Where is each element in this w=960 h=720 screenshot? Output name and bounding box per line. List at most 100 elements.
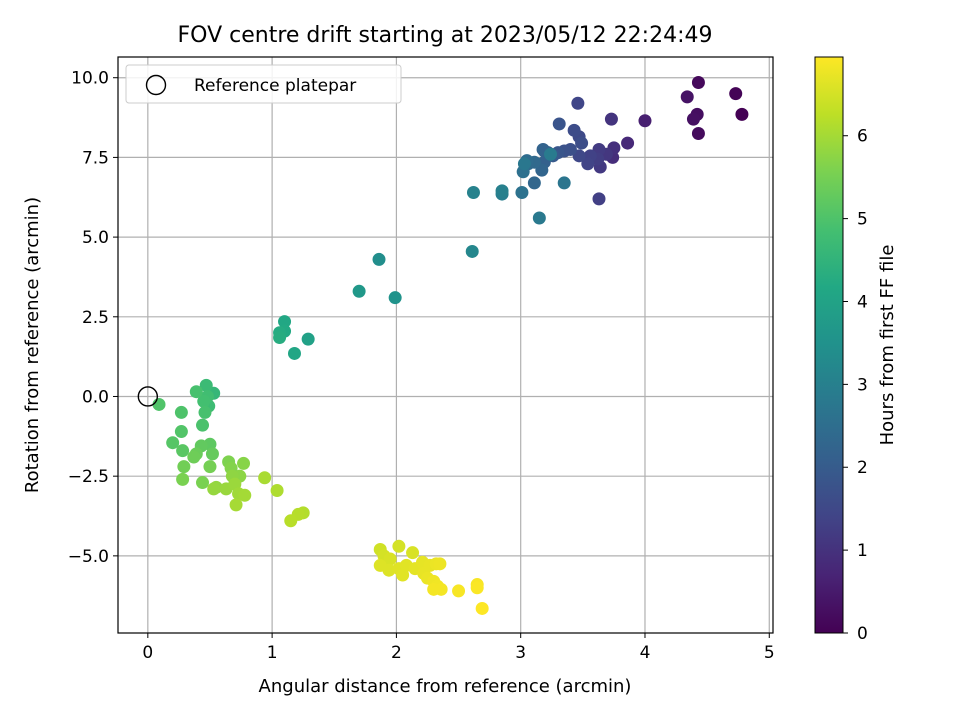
colorbar-label: Hours from first FF file xyxy=(877,245,898,446)
x-tick-label: 2 xyxy=(391,643,402,663)
x-tick-label: 4 xyxy=(640,643,651,663)
data-point xyxy=(571,96,585,110)
colorbar-tick-label: 2 xyxy=(857,458,868,478)
data-point xyxy=(592,192,606,206)
colorbar-tick-label: 1 xyxy=(857,541,868,561)
data-point xyxy=(433,557,447,571)
data-point xyxy=(575,136,589,150)
data-point xyxy=(273,331,287,345)
data-point xyxy=(196,476,210,490)
data-point xyxy=(203,460,217,474)
data-point xyxy=(392,539,406,553)
data-point xyxy=(372,252,386,266)
colorbar-gradient xyxy=(814,56,844,634)
y-tick-label: 0.0 xyxy=(82,387,109,407)
data-point xyxy=(152,397,166,411)
data-point xyxy=(406,546,420,560)
data-point xyxy=(527,176,541,190)
data-point xyxy=(382,563,396,577)
data-point xyxy=(517,157,531,171)
data-point xyxy=(301,332,315,346)
data-point xyxy=(567,123,581,137)
data-point xyxy=(174,425,188,439)
data-point xyxy=(207,482,221,496)
x-ticks: 0 1 2 3 4 5 xyxy=(142,633,775,663)
data-point xyxy=(176,472,190,486)
data-point xyxy=(729,87,743,101)
plot-frame xyxy=(117,56,774,634)
data-point xyxy=(278,315,292,329)
data-point xyxy=(237,456,251,470)
data-point xyxy=(176,444,190,458)
grid xyxy=(118,57,773,633)
reference-platepar-marker xyxy=(137,386,159,407)
data-point xyxy=(388,291,402,305)
colorbar-tick-label: 4 xyxy=(857,292,868,312)
data-point xyxy=(735,107,749,121)
colorbar-ticks: 0 1 2 3 4 5 6 xyxy=(843,127,868,644)
y-tick-label: −5.0 xyxy=(68,547,109,567)
data-point xyxy=(352,284,366,298)
data-point xyxy=(465,244,479,258)
legend-box xyxy=(125,64,402,104)
data-point xyxy=(452,584,466,598)
data-point xyxy=(187,450,201,464)
data-point xyxy=(383,552,397,566)
colorbar: 0 1 2 3 4 5 6 Hours from first FF file xyxy=(814,56,898,644)
data-point xyxy=(557,176,571,190)
x-tick-label: 3 xyxy=(515,643,526,663)
data-point xyxy=(532,211,546,225)
data-point xyxy=(258,471,272,485)
data-point xyxy=(205,447,219,461)
chart-title: FOV centre drift starting at 2023/05/12 … xyxy=(178,23,713,48)
data-point xyxy=(197,394,211,408)
legend-entry-label: Reference platepar xyxy=(194,76,356,96)
data-point xyxy=(284,514,298,528)
data-point xyxy=(495,184,509,198)
data-point xyxy=(621,136,635,150)
x-tick-label: 0 xyxy=(142,643,153,663)
x-tick-label: 5 xyxy=(764,643,775,663)
y-tick-label: −2.5 xyxy=(68,467,109,487)
y-tick-label: 2.5 xyxy=(82,308,109,328)
data-point xyxy=(238,488,252,502)
colorbar-tick-label: 5 xyxy=(857,210,868,230)
legend-marker-icon xyxy=(145,74,167,96)
data-point xyxy=(198,405,212,419)
x-axis-label: Angular distance from reference (arcmin) xyxy=(259,676,632,697)
data-point xyxy=(552,117,566,131)
data-point xyxy=(691,127,705,141)
data-point xyxy=(470,581,484,595)
data-point xyxy=(177,460,191,474)
x-tick-label: 1 xyxy=(267,643,278,663)
colorbar-tick-label: 6 xyxy=(857,127,868,147)
data-point xyxy=(604,112,618,126)
colorbar-tick-label: 0 xyxy=(857,624,868,644)
data-point xyxy=(581,157,595,171)
data-point xyxy=(544,147,558,161)
data-point xyxy=(196,418,210,432)
y-ticks: −5.0 −2.5 0.0 2.5 5.0 7.5 10.0 xyxy=(68,69,118,567)
data-point xyxy=(475,601,489,615)
y-tick-label: 5.0 xyxy=(82,228,109,248)
y-tick-label: 7.5 xyxy=(82,148,109,168)
data-point xyxy=(515,185,529,199)
data-point xyxy=(466,185,480,199)
colorbar-tick-label: 3 xyxy=(857,375,868,395)
data-point xyxy=(199,378,213,392)
data-point xyxy=(287,346,301,360)
data-point xyxy=(691,76,705,90)
data-point xyxy=(638,114,652,128)
points-layer xyxy=(152,76,749,615)
data-point xyxy=(174,405,188,419)
data-point xyxy=(166,436,180,450)
data-point xyxy=(270,484,284,498)
data-point xyxy=(434,582,448,596)
legend: Reference platepar xyxy=(125,64,402,104)
data-point xyxy=(680,90,694,104)
data-point xyxy=(229,498,243,512)
data-point xyxy=(686,112,700,126)
y-tick-label: 10.0 xyxy=(71,69,109,89)
data-point xyxy=(189,385,203,399)
